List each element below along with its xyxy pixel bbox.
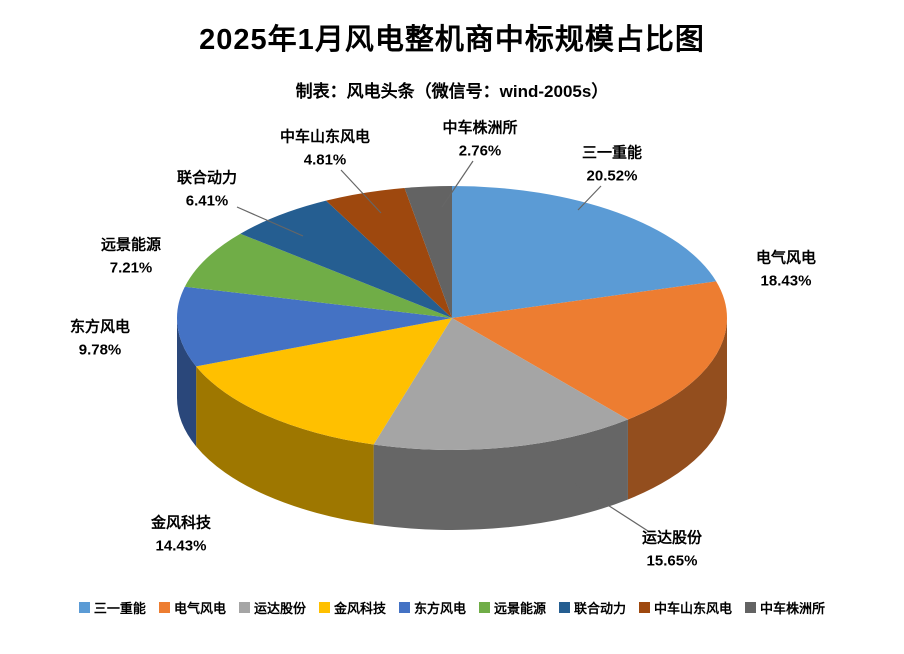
leader-line — [571, 481, 649, 532]
pie-slice-side — [373, 419, 628, 530]
legend-swatch — [639, 602, 651, 613]
leader-line — [236, 206, 304, 237]
pie-slice — [176, 286, 452, 367]
pie-slice — [196, 318, 452, 445]
legend-swatch — [78, 602, 90, 613]
legend-item: 中车山东风电 — [639, 598, 732, 617]
legend: 三一重能 电气风电 运达股份 金风科技 东方风电 远景能源 联合动力 中车山东风电 中车株洲所 — [0, 598, 904, 617]
page-title: 2025年1月风电整机商中标规模占比图 — [199, 24, 705, 56]
legend-label: 金风科技 — [333, 601, 386, 616]
legend-swatch — [158, 602, 170, 613]
leader-line — [340, 169, 382, 214]
pie-slice — [404, 186, 452, 318]
legend-item: 金风科技 — [318, 598, 386, 617]
legend-item: 中车株洲所 — [745, 598, 825, 617]
pie-slice — [184, 233, 452, 318]
legend-label: 运达股份 — [253, 601, 306, 616]
legend-swatch — [559, 602, 571, 613]
page-subtitle: 制表：风电头条（微信号：wind-2005s） — [295, 82, 609, 101]
pie-slice-side — [177, 318, 197, 447]
legend-item: 远景能源 — [479, 598, 546, 617]
pie-slice — [326, 187, 452, 318]
pie-slice — [373, 318, 628, 450]
legend-label: 远景能源 — [494, 601, 547, 616]
legend-item: 电气风电 — [158, 598, 226, 617]
legend-label: 电气风电 — [173, 601, 226, 616]
legend-item: 东方风电 — [398, 598, 466, 617]
pie-slice — [452, 281, 727, 420]
legend-swatch — [238, 602, 250, 613]
legend-swatch — [479, 602, 490, 613]
legend-label: 联合动力 — [574, 601, 627, 616]
legend-label: 中车株洲所 — [760, 601, 826, 616]
legend-swatch — [398, 602, 410, 613]
pie-slice — [240, 200, 452, 318]
legend-label: 三一重能 — [93, 601, 146, 616]
legend-swatch — [318, 602, 330, 613]
legend-item: 三一重能 — [78, 598, 146, 617]
legend-label: 中车山东风电 — [654, 601, 733, 616]
legend-swatch — [745, 602, 757, 613]
legend-item: 运达股份 — [238, 598, 306, 617]
pie-slice — [452, 186, 717, 318]
legend-item: 联合动力 — [559, 598, 626, 617]
pie-slice-side — [627, 318, 727, 500]
legend-label: 东方风电 — [413, 601, 466, 616]
leader-line — [577, 185, 602, 211]
pie-slice-side — [196, 366, 374, 525]
leader-line — [441, 160, 474, 208]
